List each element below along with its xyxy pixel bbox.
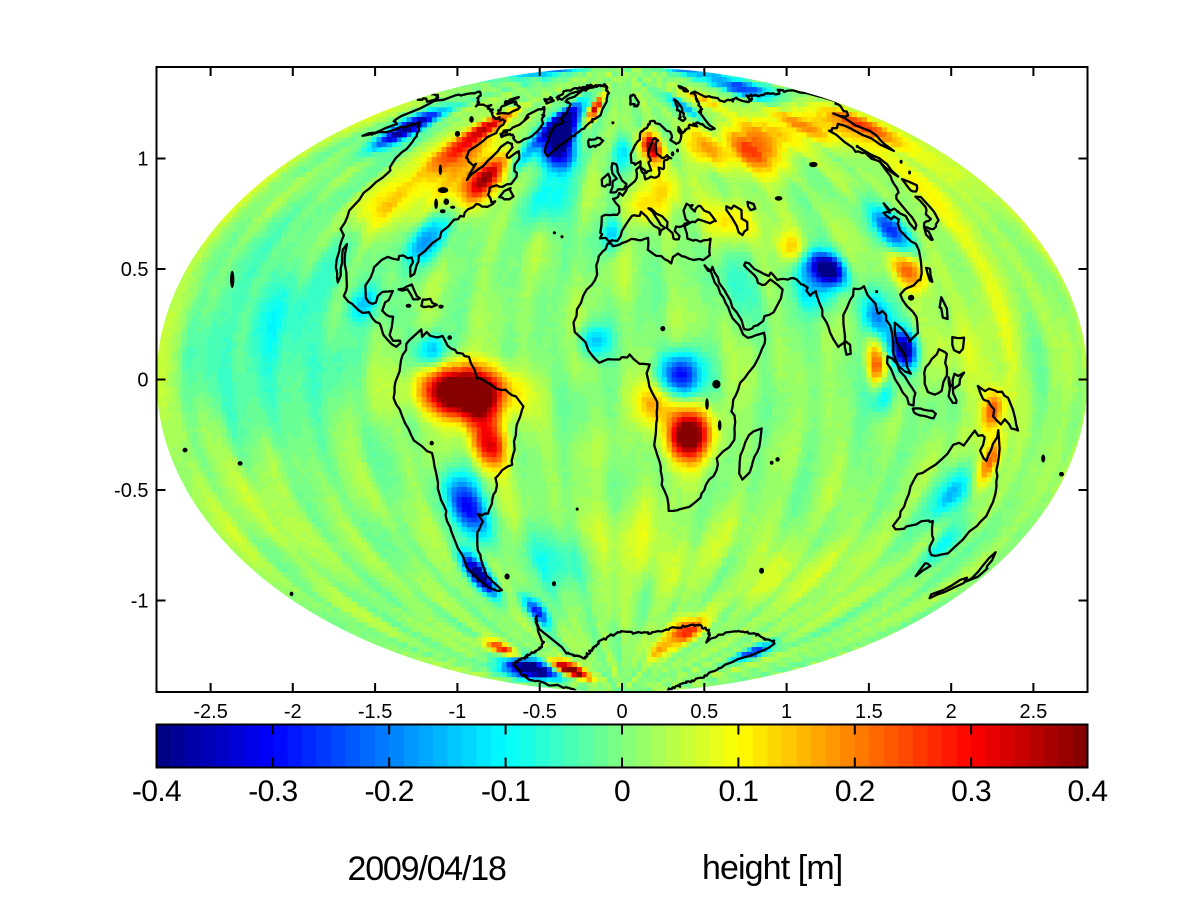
svg-text:-2.5: -2.5: [193, 701, 227, 723]
svg-text:1: 1: [781, 701, 792, 723]
svg-text:-0.3: -0.3: [248, 775, 297, 808]
svg-text:2009/04/18: 2009/04/18: [348, 850, 506, 888]
svg-text:0.5: 0.5: [121, 259, 149, 281]
svg-text:height [m]: height [m]: [702, 849, 842, 887]
svg-text:0: 0: [614, 775, 630, 808]
svg-text:2: 2: [946, 701, 957, 723]
svg-text:1: 1: [137, 149, 148, 171]
svg-text:-1: -1: [131, 591, 149, 613]
svg-text:-0.4: -0.4: [132, 775, 181, 808]
svg-text:-2: -2: [284, 701, 302, 723]
svg-text:0.4: 0.4: [1068, 775, 1108, 808]
svg-text:-0.1: -0.1: [481, 775, 530, 808]
svg-text:-1: -1: [449, 701, 467, 723]
svg-text:-0.5: -0.5: [522, 701, 556, 723]
svg-text:0.1: 0.1: [718, 775, 758, 808]
svg-text:0.3: 0.3: [951, 775, 991, 808]
svg-text:0: 0: [616, 701, 627, 723]
svg-text:-0.5: -0.5: [114, 480, 148, 502]
svg-text:0: 0: [137, 370, 148, 392]
svg-text:-0.2: -0.2: [365, 775, 414, 808]
svg-text:1.5: 1.5: [855, 701, 883, 723]
svg-text:0.2: 0.2: [835, 775, 875, 808]
svg-text:0.5: 0.5: [690, 701, 718, 723]
svg-text:-1.5: -1.5: [358, 701, 392, 723]
svg-text:2.5: 2.5: [1019, 701, 1047, 723]
